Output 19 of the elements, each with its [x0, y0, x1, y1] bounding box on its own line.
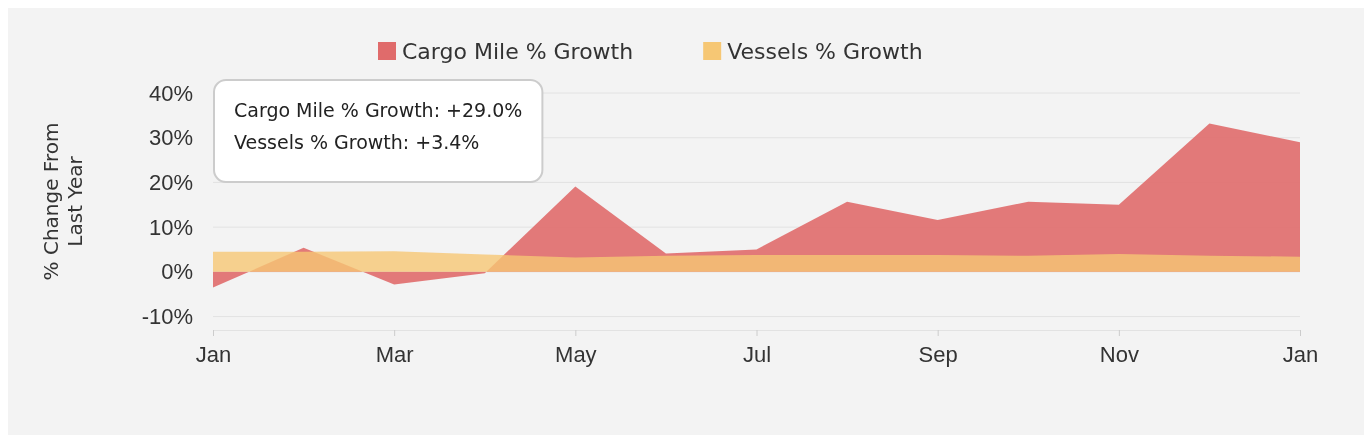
- y-tick-label: 20%: [148, 169, 193, 195]
- x-tick-label: May: [555, 341, 597, 367]
- y-tick-label: 40%: [148, 80, 193, 106]
- x-tick-label: Mar: [375, 341, 414, 367]
- y-tick-label: 30%: [148, 125, 193, 151]
- x-tick-label: Jan: [1282, 341, 1319, 367]
- x-tick-label: Sep: [918, 341, 958, 367]
- y-tick-label: 10%: [148, 214, 193, 240]
- x-tick-label: Jul: [742, 341, 772, 367]
- x-tick-label: Jan: [195, 341, 232, 367]
- y-axis-title: % Change From Last Year: [39, 122, 87, 281]
- y-tick-label: -10%: [141, 304, 193, 330]
- y-tick-label: 0%: [161, 259, 193, 285]
- legend-label: Cargo Mile % Growth: [402, 39, 634, 64]
- x-tick-label: Nov: [1099, 341, 1139, 367]
- annotation: Cargo Mile % Growth: +29.0%: [234, 99, 523, 121]
- tooltip-box: Cargo Mile % Growth: +29.0% Vessels % Growth: +3.4%: [213, 79, 544, 183]
- legend-label: Vessels % Growth: [727, 39, 923, 64]
- annotation: Vessels % Growth: +3.4%: [234, 131, 480, 153]
